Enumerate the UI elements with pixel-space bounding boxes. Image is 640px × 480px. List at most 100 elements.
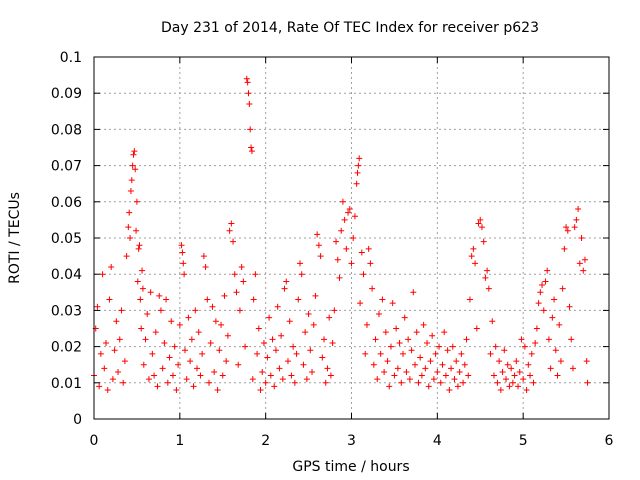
data-point-marker bbox=[109, 376, 116, 383]
data-point-marker bbox=[303, 376, 310, 383]
data-point-marker bbox=[367, 260, 374, 267]
data-point-marker bbox=[267, 372, 274, 379]
data-point-marker bbox=[309, 368, 316, 375]
data-point-marker bbox=[133, 198, 140, 205]
data-point-marker bbox=[346, 206, 353, 213]
data-point-marker bbox=[307, 347, 314, 354]
data-point-marker bbox=[278, 332, 285, 339]
data-point-marker bbox=[295, 296, 302, 303]
data-point-marker bbox=[453, 358, 460, 365]
data-point-marker bbox=[103, 339, 110, 346]
data-point-marker bbox=[379, 296, 386, 303]
y-tick-label: 0.06 bbox=[51, 195, 82, 211]
data-point-marker bbox=[127, 187, 134, 194]
data-point-marker bbox=[194, 365, 200, 372]
data-point-marker bbox=[413, 329, 420, 336]
data-point-marker bbox=[173, 387, 180, 394]
data-point-marker bbox=[276, 365, 283, 372]
data-point-marker bbox=[343, 245, 350, 252]
data-point-marker bbox=[369, 285, 376, 292]
data-point-marker bbox=[478, 224, 485, 231]
data-point-marker bbox=[339, 198, 346, 205]
data-point-marker bbox=[437, 379, 444, 386]
data-point-marker bbox=[569, 365, 576, 372]
data-point-marker bbox=[372, 336, 379, 343]
y-tick-label: 0.09 bbox=[51, 86, 82, 102]
data-point-marker bbox=[126, 209, 133, 216]
data-point-marker bbox=[274, 303, 281, 310]
data-point-marker bbox=[357, 300, 364, 307]
data-point-marker bbox=[149, 350, 156, 357]
data-point-marker bbox=[484, 267, 491, 274]
data-point-marker bbox=[218, 321, 225, 328]
data-point-marker bbox=[269, 336, 276, 343]
data-point-marker bbox=[551, 296, 558, 303]
data-point-marker bbox=[375, 311, 382, 318]
data-point-marker bbox=[116, 336, 123, 343]
data-point-marker bbox=[163, 296, 170, 303]
data-point-marker bbox=[230, 238, 237, 245]
data-point-marker bbox=[96, 383, 103, 390]
data-point-marker bbox=[151, 372, 158, 379]
data-point-marker bbox=[520, 376, 527, 383]
x-tick-label: 5 bbox=[519, 433, 528, 449]
data-point-marker bbox=[181, 347, 188, 354]
data-point-marker bbox=[370, 361, 377, 368]
y-tick-label: 0.03 bbox=[51, 303, 82, 319]
data-point-marker bbox=[243, 75, 250, 82]
data-point-marker bbox=[248, 148, 255, 155]
data-point-marker bbox=[485, 285, 492, 292]
data-point-marker bbox=[363, 321, 370, 328]
data-point-marker bbox=[354, 169, 361, 176]
data-point-marker bbox=[235, 361, 242, 368]
data-point-marker bbox=[175, 361, 182, 368]
data-point-marker bbox=[482, 274, 489, 281]
data-point-marker bbox=[231, 271, 238, 278]
data-point-marker bbox=[120, 379, 127, 386]
data-point-marker bbox=[540, 307, 547, 314]
data-point-marker bbox=[211, 368, 218, 375]
data-point-marker bbox=[477, 216, 484, 223]
data-point-marker bbox=[139, 267, 146, 274]
data-point-marker bbox=[509, 379, 516, 386]
data-point-marker bbox=[326, 314, 333, 321]
x-tick-label: 3 bbox=[347, 433, 356, 449]
data-point-marker bbox=[511, 372, 518, 379]
data-point-marker bbox=[223, 358, 230, 365]
data-point-marker bbox=[260, 339, 267, 346]
y-tick-label: 0.04 bbox=[51, 267, 82, 283]
data-point-marker bbox=[185, 314, 192, 321]
data-point-marker bbox=[564, 227, 571, 234]
data-point-marker bbox=[503, 376, 509, 383]
data-point-marker bbox=[240, 278, 247, 285]
data-point-marker bbox=[400, 350, 406, 357]
data-point-marker bbox=[300, 361, 307, 368]
data-point-marker bbox=[387, 343, 394, 350]
data-point-marker bbox=[523, 387, 530, 394]
data-point-marker bbox=[418, 372, 425, 379]
data-point-marker bbox=[206, 379, 213, 386]
data-point-marker bbox=[442, 372, 449, 379]
data-point-marker bbox=[247, 126, 254, 133]
data-point-marker bbox=[530, 379, 537, 386]
data-point-marker bbox=[406, 376, 413, 383]
data-point-marker bbox=[264, 354, 271, 361]
data-point-marker bbox=[432, 350, 439, 357]
data-point-marker bbox=[131, 148, 138, 155]
data-point-marker bbox=[557, 358, 564, 365]
data-point-marker bbox=[584, 379, 591, 386]
data-point-marker bbox=[200, 253, 207, 260]
data-point-marker bbox=[293, 350, 300, 357]
data-point-marker bbox=[118, 307, 125, 314]
data-point-marker bbox=[329, 339, 336, 346]
data-point-marker bbox=[245, 90, 252, 97]
data-point-marker bbox=[113, 318, 120, 325]
data-point-marker bbox=[535, 300, 542, 307]
data-point-marker bbox=[528, 350, 535, 357]
data-point-marker bbox=[401, 314, 408, 321]
data-point-marker bbox=[94, 303, 101, 310]
data-markers bbox=[91, 75, 591, 394]
data-point-marker bbox=[164, 379, 171, 386]
data-point-marker bbox=[345, 209, 352, 216]
data-point-marker bbox=[501, 347, 508, 354]
